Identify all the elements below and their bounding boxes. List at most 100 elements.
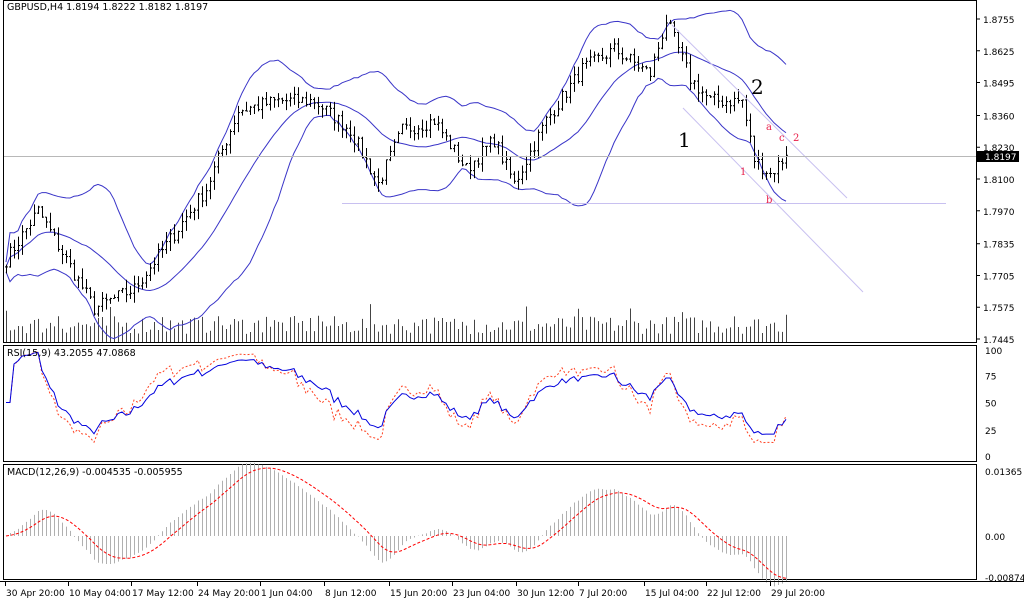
channel-upper-line[interactable] — [671, 24, 848, 199]
price-bar — [409, 117, 412, 139]
price-bar — [265, 91, 268, 107]
price-bar — [481, 137, 484, 172]
price-bar — [717, 85, 720, 109]
price-bar — [309, 93, 312, 107]
price-bar — [69, 248, 72, 268]
channel-lower-line[interactable] — [682, 107, 864, 293]
price-bar — [781, 158, 784, 171]
price-bar — [369, 158, 372, 175]
price-bar — [629, 53, 632, 63]
price-bar — [177, 230, 180, 244]
price-bar — [45, 216, 48, 228]
price-bar — [17, 236, 20, 260]
macd-readout: MACD(12,26,9) -0.004535 -0.005955 — [7, 467, 183, 478]
price-bar — [201, 186, 204, 208]
price-bar — [497, 141, 500, 155]
price-bar — [249, 105, 252, 115]
price-bar — [609, 43, 612, 68]
bollinger-lower-band — [5, 77, 787, 340]
current-price-box — [977, 151, 1019, 162]
price-bar — [225, 142, 228, 156]
price-bar — [117, 290, 120, 302]
price-bar — [685, 46, 688, 68]
price-bar — [329, 102, 332, 117]
price-bar — [677, 30, 680, 54]
rsi-main-line — [6, 351, 787, 435]
price-bar — [161, 240, 164, 258]
y-tick-label: 1.7445 — [983, 336, 1015, 346]
price-bar — [377, 168, 380, 192]
price-bar — [657, 42, 660, 62]
bollinger-upper-band — [5, 9, 787, 265]
price-bar — [769, 167, 772, 178]
price-bar — [325, 105, 328, 116]
price-bar — [725, 96, 728, 114]
price-bar — [597, 52, 600, 63]
price-bar — [393, 139, 396, 157]
price-bar — [757, 149, 760, 170]
x-tick-label: 22 Jul 12:00 — [707, 589, 761, 599]
price-bar — [529, 143, 532, 172]
x-tick-label: 7 Jul 20:00 — [579, 589, 628, 599]
time-axis: 30 Apr 20:00 10 May 04:00 17 May 12:00 24 M… — [5, 581, 825, 599]
price-bar — [337, 114, 340, 132]
price-bar — [505, 151, 508, 171]
price-bar — [693, 79, 696, 90]
panel-frames — [3, 0, 977, 580]
macd-plot — [5, 462, 787, 587]
price-bar — [153, 257, 156, 275]
price-bar — [141, 277, 144, 290]
price-bar — [333, 101, 336, 131]
price-bar — [305, 91, 308, 107]
price-bar — [573, 66, 576, 92]
y-tick-label: 1.8230 — [983, 144, 1015, 154]
price-bar — [553, 110, 556, 124]
price-bar — [581, 57, 584, 87]
price-bar — [133, 275, 136, 303]
price-bar — [53, 228, 56, 237]
price-bar — [205, 183, 208, 207]
x-tick-label: 17 May 12:00 — [132, 589, 194, 599]
price-bar — [517, 170, 520, 190]
price-bar — [477, 157, 480, 168]
price-bar — [749, 113, 752, 143]
price-bar — [269, 96, 272, 111]
price-bar — [741, 99, 744, 108]
price-bar — [125, 279, 128, 303]
price-bar — [197, 192, 200, 220]
price-bar — [773, 173, 776, 183]
price-bar — [509, 156, 512, 179]
price-bar — [777, 155, 780, 184]
rsi-signal-line — [6, 351, 787, 444]
price-bar — [213, 161, 216, 190]
x-tick-label: 30 Apr 20:00 — [6, 589, 65, 599]
x-tick-label: 15 Jul 04:00 — [645, 589, 699, 599]
x-tick-label: 15 Jun 20:00 — [390, 589, 447, 599]
price-bar — [453, 144, 456, 153]
price-bar — [709, 95, 712, 98]
y-tick-label: 1.8360 — [983, 112, 1015, 122]
price-bar — [713, 91, 716, 106]
price-bar — [93, 291, 96, 316]
price-bar — [173, 224, 176, 244]
price-bar — [113, 294, 116, 300]
price-bar — [469, 155, 472, 180]
price-bar — [429, 113, 432, 138]
price-bar — [753, 135, 756, 169]
price-bar — [349, 120, 352, 143]
price-bar — [545, 115, 548, 134]
price-bar — [425, 120, 428, 138]
price-bar — [457, 141, 460, 163]
price-bar — [81, 268, 84, 290]
price-bar — [149, 263, 152, 281]
price-bar — [273, 96, 276, 108]
price-bar — [157, 243, 160, 272]
price-bar — [101, 292, 104, 312]
price-bar — [737, 89, 740, 104]
price-bar — [169, 229, 172, 251]
price-bar — [549, 108, 552, 126]
price-bar — [565, 90, 568, 103]
